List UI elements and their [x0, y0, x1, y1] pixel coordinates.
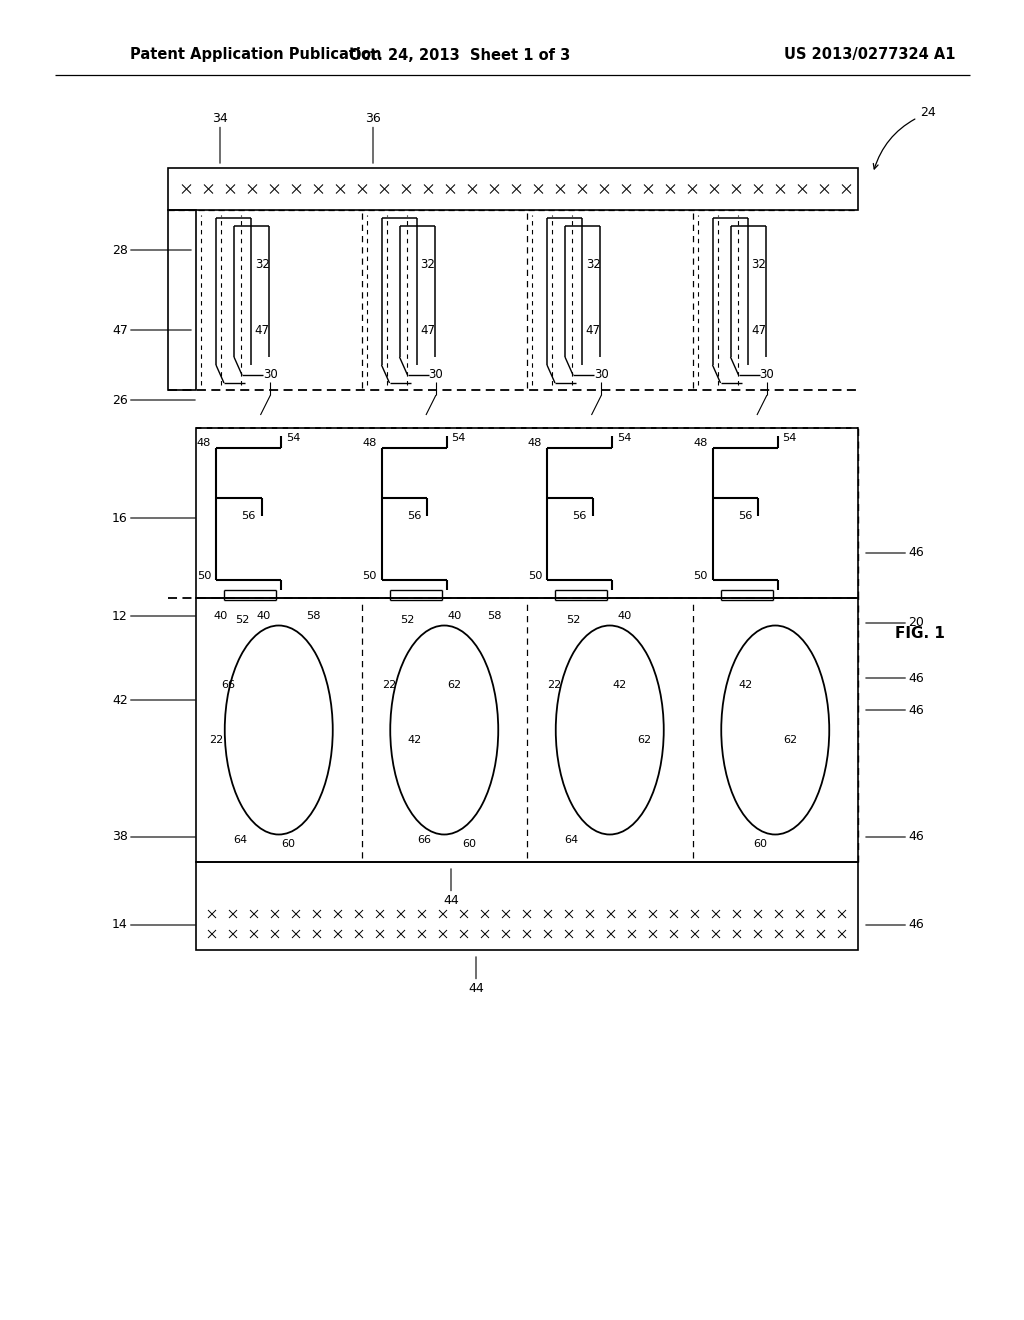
Text: 42: 42	[612, 680, 627, 690]
Text: 30: 30	[429, 368, 443, 381]
Text: 60: 60	[462, 840, 476, 849]
Text: 48: 48	[197, 438, 211, 447]
Text: 28: 28	[112, 243, 191, 256]
Text: 24: 24	[873, 107, 936, 169]
Text: FIG. 1: FIG. 1	[895, 626, 945, 640]
Text: 32: 32	[255, 259, 269, 272]
Bar	[196, 389, 858, 428]
Text: 50: 50	[527, 572, 543, 581]
Text: 56: 56	[572, 511, 587, 521]
Text: 54: 54	[782, 433, 797, 444]
Text: 40: 40	[617, 611, 632, 620]
Text: 30: 30	[594, 368, 609, 381]
Text: 64: 64	[233, 836, 248, 845]
Text: 46: 46	[865, 546, 924, 560]
Bar	[168, 210, 196, 389]
Text: 47: 47	[255, 323, 269, 337]
Text: 38: 38	[112, 830, 196, 843]
Text: 60: 60	[282, 840, 296, 849]
Text: 47: 47	[420, 323, 435, 337]
Text: 30: 30	[760, 368, 774, 381]
Text: 44: 44	[468, 957, 484, 994]
Text: 54: 54	[286, 433, 300, 444]
Text: 12: 12	[112, 610, 196, 623]
Text: 52: 52	[234, 615, 249, 624]
Text: 52: 52	[566, 615, 581, 624]
Bar	[196, 428, 858, 598]
Text: 32: 32	[420, 259, 435, 272]
Text: 52: 52	[400, 615, 415, 624]
Text: 60: 60	[754, 840, 767, 849]
Text: 62: 62	[638, 735, 652, 744]
Text: 47: 47	[752, 323, 766, 337]
Text: Patent Application Publication: Patent Application Publication	[130, 48, 382, 62]
Text: 58: 58	[487, 611, 502, 620]
Text: 48: 48	[362, 438, 377, 447]
Text: 20: 20	[865, 616, 924, 630]
Text: 44: 44	[443, 869, 459, 907]
Text: 48: 48	[693, 438, 708, 447]
Text: 26: 26	[112, 393, 196, 407]
Text: 56: 56	[407, 511, 421, 521]
Text: 54: 54	[616, 433, 631, 444]
Text: 50: 50	[362, 572, 377, 581]
Text: 42: 42	[112, 693, 196, 706]
Text: 34: 34	[212, 111, 228, 164]
Text: 46: 46	[865, 919, 924, 932]
Text: 62: 62	[783, 735, 798, 744]
Text: 32: 32	[752, 259, 766, 272]
Text: 46: 46	[865, 830, 924, 843]
Text: 22: 22	[382, 680, 396, 690]
Text: 62: 62	[447, 680, 462, 690]
Text: 22: 22	[548, 680, 562, 690]
Text: 48: 48	[527, 438, 542, 447]
Text: 32: 32	[586, 259, 601, 272]
Text: 36: 36	[366, 111, 381, 164]
Text: 30: 30	[263, 368, 278, 381]
Text: 47: 47	[586, 323, 601, 337]
Text: 14: 14	[112, 919, 196, 932]
Text: 46: 46	[865, 704, 924, 717]
Text: 50: 50	[197, 572, 211, 581]
Text: 40: 40	[214, 611, 228, 620]
Bar	[196, 862, 858, 950]
Text: 42: 42	[408, 735, 421, 744]
Text: 58: 58	[306, 611, 321, 620]
Text: Oct. 24, 2013  Sheet 1 of 3: Oct. 24, 2013 Sheet 1 of 3	[349, 48, 570, 62]
Bar	[168, 168, 858, 210]
Text: 56: 56	[242, 511, 256, 521]
Text: 46: 46	[865, 672, 924, 685]
Text: 50: 50	[693, 572, 708, 581]
Text: US 2013/0277324 A1: US 2013/0277324 A1	[784, 48, 955, 62]
Text: 22: 22	[210, 735, 224, 744]
Text: 64: 64	[564, 836, 579, 845]
Text: 66: 66	[417, 836, 431, 845]
Text: 56: 56	[738, 511, 753, 521]
Text: 54: 54	[452, 433, 466, 444]
Text: 66: 66	[222, 680, 236, 690]
Text: 40: 40	[447, 611, 462, 620]
Text: 16: 16	[112, 511, 196, 524]
Bar	[196, 598, 858, 862]
Text: 42: 42	[738, 680, 753, 690]
Text: 47: 47	[112, 323, 191, 337]
Text: 40: 40	[257, 611, 271, 620]
